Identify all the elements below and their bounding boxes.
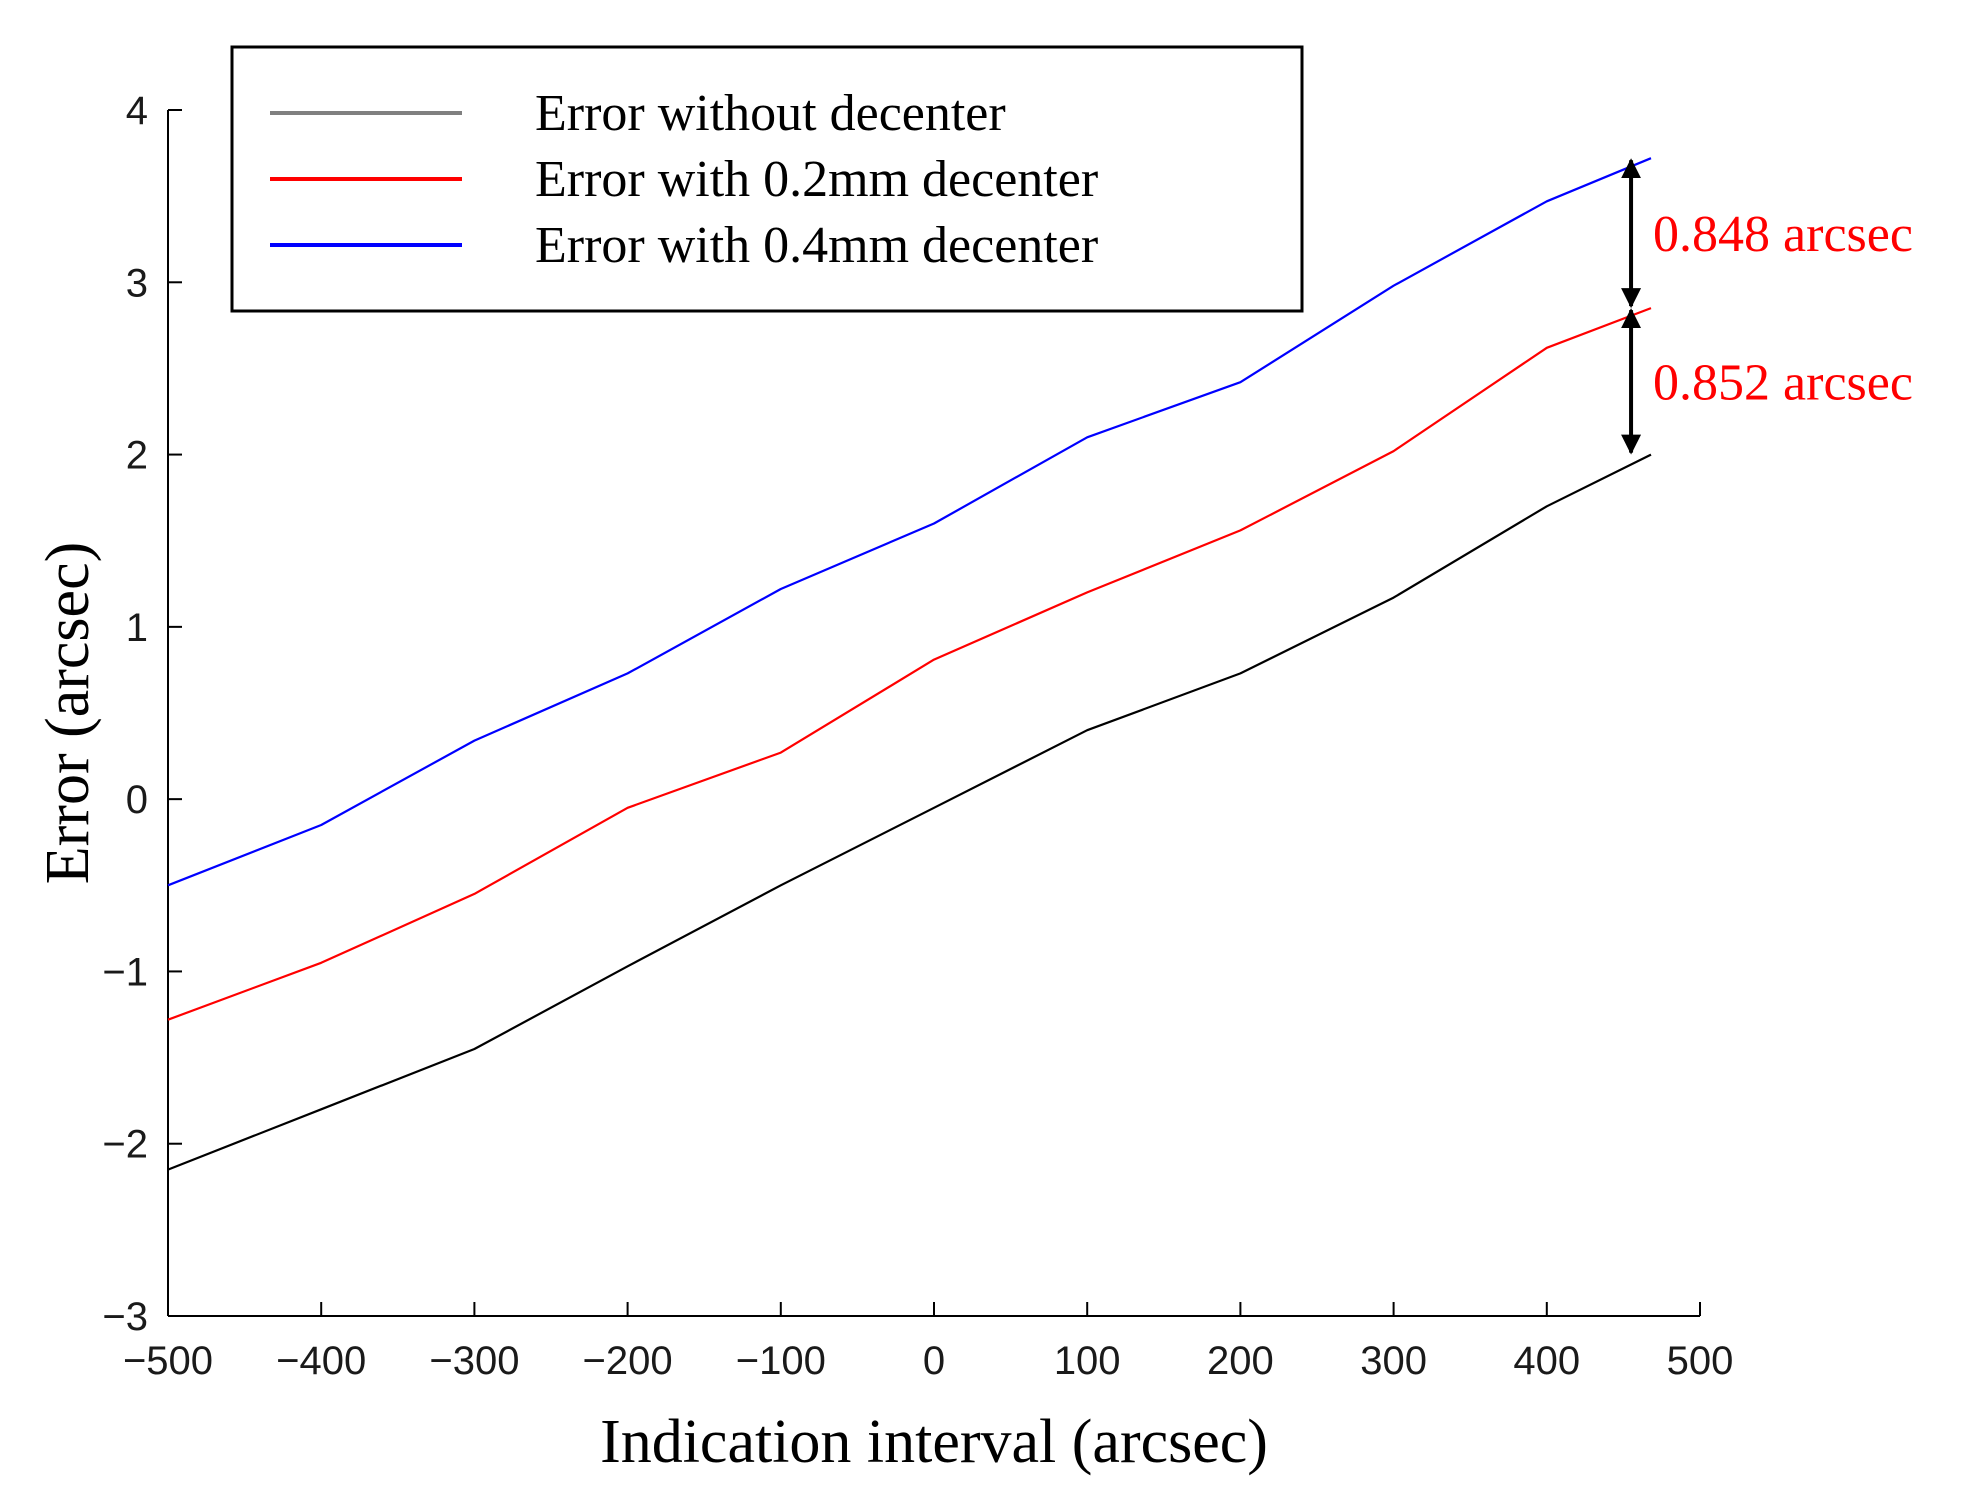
series-line-2: [167, 157, 1652, 887]
y-tick-label: 2: [126, 434, 148, 478]
y-tick-label: −3: [102, 1295, 148, 1339]
y-tick-label: 4: [126, 89, 148, 133]
x-tick-label: 300: [1360, 1339, 1427, 1383]
x-tick-label: 400: [1513, 1339, 1580, 1383]
y-tick-label: 3: [126, 261, 148, 305]
annotations: 0.848 arcsec 0.852 arcsec: [1621, 158, 1913, 455]
legend: Error without decenter Error with 0.2mm d…: [230, 45, 1304, 313]
legend-label-0: Error without decenter: [535, 85, 1006, 142]
y-tick-label: −1: [102, 950, 148, 994]
legend-label-2: Error with 0.4mm decenter: [535, 217, 1098, 274]
legend-label-1: Error with 0.2mm decenter: [535, 151, 1098, 208]
x-tick-label: −300: [429, 1339, 519, 1383]
x-tick-label: −400: [276, 1339, 366, 1383]
y-tick-label: 0: [126, 778, 148, 822]
x-tick-label: −200: [583, 1339, 673, 1383]
series-line-0: [167, 453, 1652, 1171]
annotation-label-1: 0.852 arcsec: [1653, 354, 1913, 411]
y-axis-title: Error (arcsec): [34, 542, 102, 884]
series-line-1: [167, 307, 1652, 1021]
x-tick-label: −100: [736, 1339, 826, 1383]
x-tick-label: 200: [1207, 1339, 1274, 1383]
axes: −500 −400 −300 −200 −100 0 100 200 300 400 500 −3 −2…: [34, 89, 1733, 1476]
y-tick-label: −2: [102, 1123, 148, 1167]
annotation-label-0: 0.848 arcsec: [1653, 206, 1913, 263]
x-axis-title: Indication interval (arcsec): [600, 1408, 1268, 1476]
series-lines: [167, 157, 1652, 1171]
x-tick-label: 0: [923, 1339, 945, 1383]
x-tick-label: −500: [123, 1339, 213, 1383]
x-tick-label: 500: [1667, 1339, 1734, 1383]
x-tick-label: 100: [1054, 1339, 1121, 1383]
y-tick-label: 1: [126, 606, 148, 650]
